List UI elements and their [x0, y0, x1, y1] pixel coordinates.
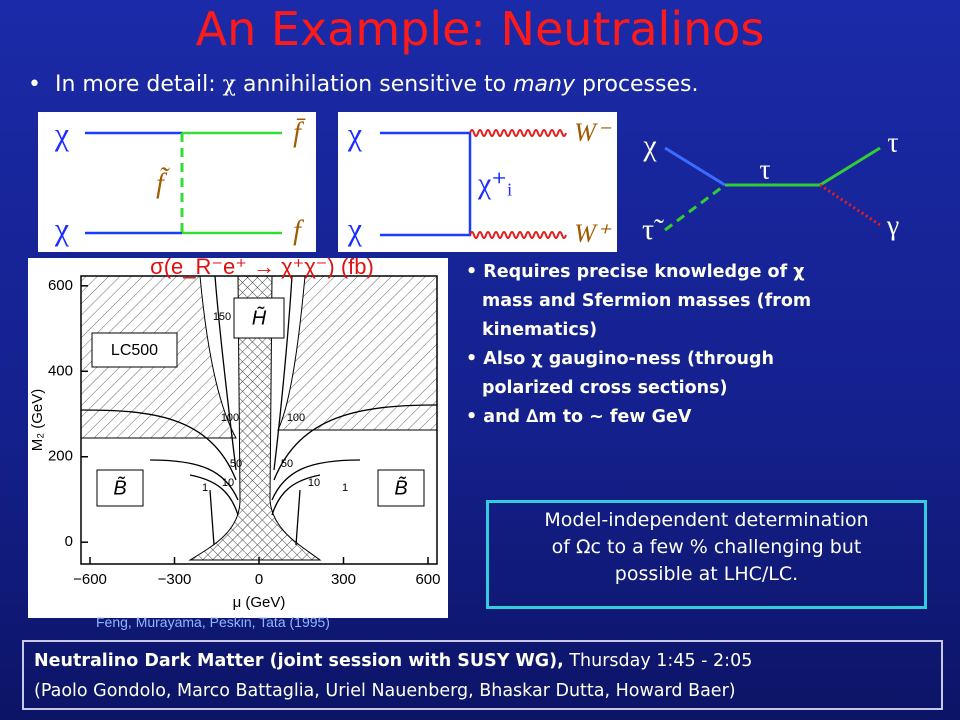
y-tick-label: 0 [65, 533, 73, 550]
intro-text: annihilation sensitive to [235, 72, 514, 97]
contour-label: 10 [222, 477, 234, 489]
callout-box: Model-independent determination of Ωc to … [486, 500, 927, 609]
particle-label: χ [642, 129, 657, 162]
bullet-line: polarized cross sections) [466, 374, 811, 403]
bullet-text: kinematics) [482, 320, 598, 340]
boson-line [469, 231, 567, 239]
scalar-line [664, 183, 726, 232]
contour-label: 10 [308, 477, 320, 489]
contour [214, 275, 237, 471]
bullet-line: • and ∆m to ~ few GeV [466, 403, 811, 432]
photon-line [819, 183, 881, 227]
contour [209, 489, 215, 546]
intro-text: In more detail: [54, 72, 223, 97]
bullet-line: • Also χ gaugino-ness (through [466, 345, 811, 374]
contour [295, 489, 301, 546]
x-tick-label: −300 [158, 571, 192, 588]
citation: Feng, Murayama, Peskin, Tata (1995) [96, 614, 330, 630]
particle-label: χ⁺ᵢ [477, 167, 512, 200]
fermion-line [819, 146, 881, 187]
intro-symbol: χ [222, 72, 236, 97]
footer-box: Neutralino Dark Matter (joint session wi… [22, 640, 943, 710]
particle-label: τ [759, 154, 770, 185]
contour-label: 100 [221, 412, 239, 424]
particle-label: χ [54, 115, 70, 151]
region-label: B̃ [113, 475, 126, 499]
speakers: (Paolo Gondolo, Marco Battaglia, Uriel N… [34, 681, 736, 701]
region-label-box [96, 469, 144, 507]
bullet-dot: • [466, 262, 484, 282]
particle-label: χ [54, 210, 70, 246]
contour [271, 459, 361, 501]
particle-label: χ [347, 210, 363, 246]
contour-label: 100 [287, 412, 305, 424]
footer-line: Neutralino Dark Matter (joint session wi… [34, 646, 931, 676]
bullet-dot: • [466, 349, 484, 369]
bullet-list: • Requires precise knowledge of χ mass an… [466, 258, 811, 432]
diagram-box [38, 112, 316, 252]
intro-emphasis: many [513, 72, 575, 97]
x-tick-label: 0 [255, 571, 263, 588]
callout-line: of Ωc to a few % challenging but [551, 536, 862, 558]
contour-label: 50 [230, 458, 242, 470]
particle-label: f [293, 215, 304, 246]
session-title: Neutralino Dark Matter (joint session wi… [34, 651, 564, 671]
y-axis-label: M₂ (GeV) [29, 389, 46, 452]
bullet-text: Requires precise knowledge of χ [483, 262, 805, 282]
callout-line: Model-independent determination [544, 509, 869, 531]
fermion-line [664, 146, 726, 187]
intro-bullet: • In more detail: χ annihilation sensiti… [28, 72, 699, 97]
contour [271, 474, 321, 516]
fermion-line [380, 131, 472, 237]
bullet-line: mass and Sfermion masses (from [466, 287, 811, 316]
region-label-box [377, 469, 425, 507]
plot-title: σ(e_R⁻e⁺ → χ⁺χ⁻) (fb) [150, 254, 374, 279]
boson-line [469, 129, 567, 137]
region-label: H̃ [252, 305, 267, 329]
contour-label: 150 [213, 311, 231, 323]
x-tick-label: 600 [415, 571, 440, 588]
contour [189, 474, 239, 516]
particle-label: τ̃ [642, 213, 664, 246]
session-time: Thursday 1:45 - 2:05 [563, 651, 753, 671]
bullet-line: kinematics) [466, 316, 811, 345]
contour [149, 459, 239, 501]
bullet-text: and ∆m to ~ few GeV [483, 407, 692, 427]
region-label: B̃ [394, 475, 407, 499]
contour [80, 409, 237, 481]
region-label-box [91, 332, 178, 368]
bullet-dot: • [466, 407, 484, 427]
contour-label: 50 [281, 458, 293, 470]
x-tick-label: −600 [73, 571, 107, 588]
region-label: LC500 [111, 342, 158, 359]
particle-label: τ [887, 127, 898, 158]
bullet-text: Also χ gaugino-ness (through [483, 349, 774, 369]
particle-label: W⁻ [574, 118, 612, 147]
x-axis-label: μ (GeV) [233, 594, 286, 611]
contour [273, 275, 293, 471]
particle-label: γ [886, 210, 899, 241]
particle-label: W⁺ [574, 219, 612, 248]
contour-label: 1 [342, 482, 348, 494]
contour [273, 404, 438, 481]
contour-label: 1 [202, 482, 208, 494]
callout-line: possible at LHC/LC. [614, 563, 799, 585]
intro-text: processes. [574, 72, 699, 97]
bullet-text: polarized cross sections) [482, 378, 728, 398]
slide-title: An Example: Neutralinos [195, 2, 765, 56]
bullet-line: • Requires precise knowledge of χ [466, 258, 811, 287]
particle-label: χ [347, 115, 363, 151]
region-label-box [233, 297, 285, 339]
y-tick-label: 200 [48, 448, 73, 465]
excluded-region [188, 275, 322, 561]
y-tick-label: 600 [48, 277, 73, 294]
bullet-text: mass and Sfermion masses (from [482, 291, 812, 311]
y-tick-label: 400 [48, 362, 73, 379]
x-tick-label: 300 [331, 571, 356, 588]
